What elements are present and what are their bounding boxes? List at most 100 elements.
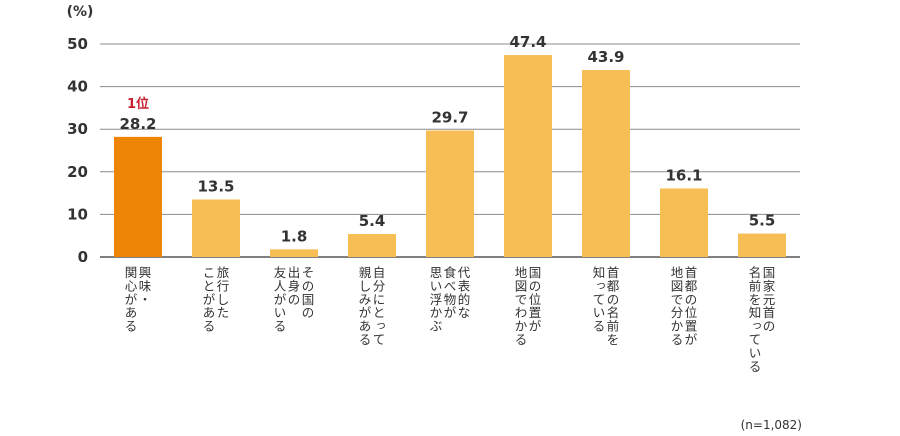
category-label-glyph: 出 <box>288 265 301 280</box>
bar-value-label: 5.5 <box>749 212 776 230</box>
category-label-glyph: で <box>515 292 528 307</box>
category-label-glyph: わ <box>515 305 528 320</box>
category-label-glyph: 元 <box>763 292 776 307</box>
y-tick-label: 10 <box>67 205 88 223</box>
category-label-glyph: な <box>458 305 471 320</box>
category-label-glyph: 親 <box>359 265 372 280</box>
category-label-glyph: 表 <box>458 278 471 293</box>
category-label-glyph: が <box>529 319 542 334</box>
category-label-glyph: と <box>203 278 216 293</box>
category-label-glyph: の <box>763 319 776 334</box>
category-label-glyph: て <box>593 292 606 307</box>
y-unit-label: (%) <box>67 4 94 20</box>
category-label-glyph: と <box>373 305 386 320</box>
category-label-glyph: に <box>373 292 386 307</box>
bar <box>426 130 474 257</box>
category-label-glyph: の <box>529 278 542 293</box>
category-label-glyph: 前 <box>607 319 620 334</box>
category-label-glyph: る <box>593 319 606 334</box>
category-label-glyph: 首 <box>685 265 698 280</box>
category-label-glyph: 位 <box>529 292 542 307</box>
category-label-glyph: み <box>359 292 372 307</box>
category-label-glyph: 食 <box>444 265 457 280</box>
category-label-glyph: が <box>125 292 138 307</box>
bar <box>504 55 552 257</box>
bar <box>348 233 396 257</box>
category-label-glyph: 人 <box>274 278 287 293</box>
category-label-glyph: 的 <box>458 292 471 307</box>
category-label-glyph: が <box>203 292 216 307</box>
category-label-glyph: 興 <box>139 265 152 280</box>
category-label-glyph: ぶ <box>430 319 443 334</box>
category-label-glyph: 都 <box>685 278 698 293</box>
category-label-glyph: 関 <box>125 265 138 280</box>
bar <box>270 249 318 257</box>
category-label-glyph: る <box>125 319 138 334</box>
bar <box>738 233 786 257</box>
category-label-glyph: を <box>607 332 620 347</box>
bar-value-label: 13.5 <box>197 177 234 195</box>
category-label-glyph: 首 <box>763 305 776 320</box>
category-label-glyph: 自 <box>373 265 386 280</box>
bar-value-label: 29.7 <box>431 108 468 126</box>
category-label-glyph: 国 <box>302 292 315 307</box>
bar <box>114 136 162 257</box>
category-label-glyph: て <box>373 332 386 347</box>
category-label-glyph: 地 <box>671 265 684 280</box>
category-label-glyph: 都 <box>607 278 620 293</box>
category-label-glyph: の <box>685 292 698 307</box>
category-labels: 興味・関心がある旅行したことがあるその国の出身の友人がいる自分にとって親しみがあ… <box>125 265 776 374</box>
bar-value-label: 43.9 <box>587 48 624 66</box>
category-label-glyph: 分 <box>671 305 684 320</box>
bar-value-label: 16.1 <box>665 166 702 184</box>
category-label-glyph: ・ <box>139 292 152 307</box>
y-tick-label: 40 <box>67 78 88 96</box>
category-label-glyph: 知 <box>749 305 762 320</box>
category-label-glyph: 知 <box>593 265 606 280</box>
bar-value-label: 1.8 <box>281 227 308 245</box>
category-label-glyph: っ <box>596 278 607 291</box>
y-tick-label: 50 <box>67 35 88 53</box>
category-label-glyph: が <box>685 332 698 347</box>
category-label-glyph: 図 <box>515 278 528 293</box>
category-label-glyph: い <box>749 345 762 360</box>
category-label-glyph: 図 <box>671 278 684 293</box>
category-label-glyph: っ <box>376 319 387 332</box>
category-label-glyph: 前 <box>749 278 762 293</box>
y-tick-label: 20 <box>67 163 88 181</box>
category-label-glyph: し <box>217 292 230 307</box>
category-label-glyph: べ <box>444 278 457 293</box>
category-label-glyph: る <box>749 359 762 374</box>
category-label-glyph: が <box>359 305 372 320</box>
category-label-glyph: し <box>359 278 372 293</box>
category-label-glyph: い <box>430 278 443 293</box>
value-labels: 28.2 1位 13.5 1.8 5.4 29.7 47.4 43.9 16.1 5.5 <box>119 33 775 245</box>
category-label-glyph: 思 <box>430 265 443 280</box>
category-label-glyph: 浮 <box>430 292 443 307</box>
category-label-glyph: 行 <box>217 278 230 293</box>
category-label-glyph: 置 <box>685 319 698 334</box>
category-label-glyph: る <box>359 332 372 347</box>
category-label-glyph: る <box>274 319 287 334</box>
bars <box>114 55 786 258</box>
category-label-glyph: 味 <box>139 278 152 293</box>
category-label-glyph: こ <box>203 265 216 280</box>
category-label-glyph: 分 <box>373 278 386 293</box>
category-label-glyph: か <box>515 319 528 334</box>
category-label-glyph: が <box>444 305 457 320</box>
category-label-glyph: 物 <box>444 292 457 307</box>
category-label-glyph: い <box>593 305 606 320</box>
category-label-glyph: あ <box>125 305 138 320</box>
category-label-glyph: そ <box>302 265 315 280</box>
y-tick-label: 30 <box>67 120 88 138</box>
category-label-glyph: 代 <box>458 265 471 280</box>
category-label-glyph: で <box>671 292 684 307</box>
category-label-glyph: か <box>430 305 443 320</box>
